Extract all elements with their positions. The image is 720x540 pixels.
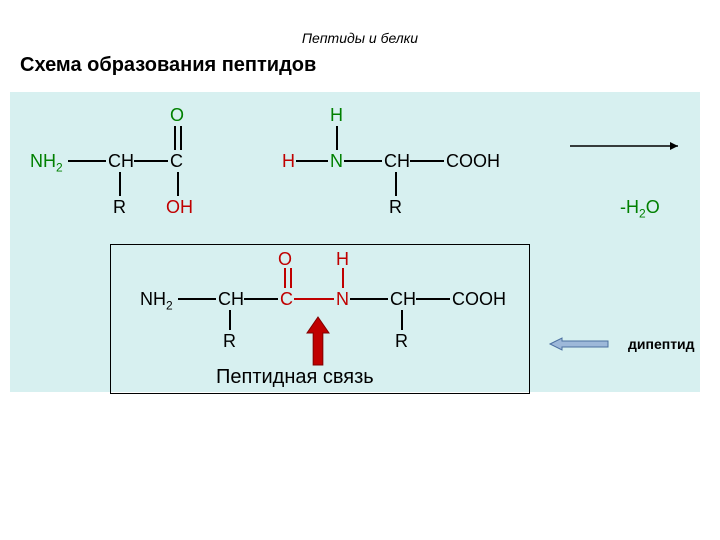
aa1-nh2-atom: NH2 [30, 152, 63, 170]
chemistry-canvas: NH2 CH C O OH R N H H CH COOH R -H2O NH2… [10, 92, 700, 392]
aa2-r-atom: R [389, 198, 402, 216]
aa1-ch-atom: CH [108, 152, 134, 170]
aa2-h-left-atom: H [282, 152, 295, 170]
slide-title: Схема образования пептидов [0, 46, 720, 85]
aa2-cooh-atom: COOH [446, 152, 500, 170]
aa1-oh-atom: OH [166, 198, 193, 216]
reaction-arrow-icon [570, 136, 688, 156]
water-loss-label: -H2O [620, 198, 660, 216]
slide-subtitle: Пептиды и белки [0, 0, 720, 46]
peptide-bond-arrow-icon [307, 317, 329, 365]
aa2-n-atom: N [330, 152, 343, 170]
aa1-c-atom: C [170, 152, 183, 170]
aa1-o-atom: O [170, 106, 184, 124]
aa2-h-top-atom: H [330, 106, 343, 124]
dipeptide-arrow-icon [550, 336, 612, 352]
dipeptide-label: дипептид [628, 336, 695, 352]
aa2-ch-atom: CH [384, 152, 410, 170]
peptide-bond-label: Пептидная связь [216, 366, 374, 389]
aa1-r-atom: R [113, 198, 126, 216]
